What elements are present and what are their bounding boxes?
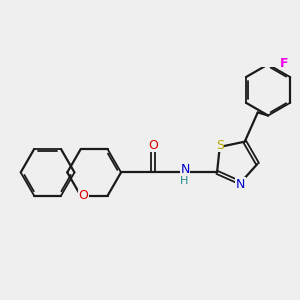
Text: H: H (180, 176, 189, 186)
Text: F: F (280, 56, 288, 70)
Text: N: N (180, 163, 190, 176)
Text: O: O (78, 189, 88, 202)
Text: S: S (216, 139, 224, 152)
Text: O: O (148, 139, 158, 152)
Text: N: N (236, 178, 245, 190)
